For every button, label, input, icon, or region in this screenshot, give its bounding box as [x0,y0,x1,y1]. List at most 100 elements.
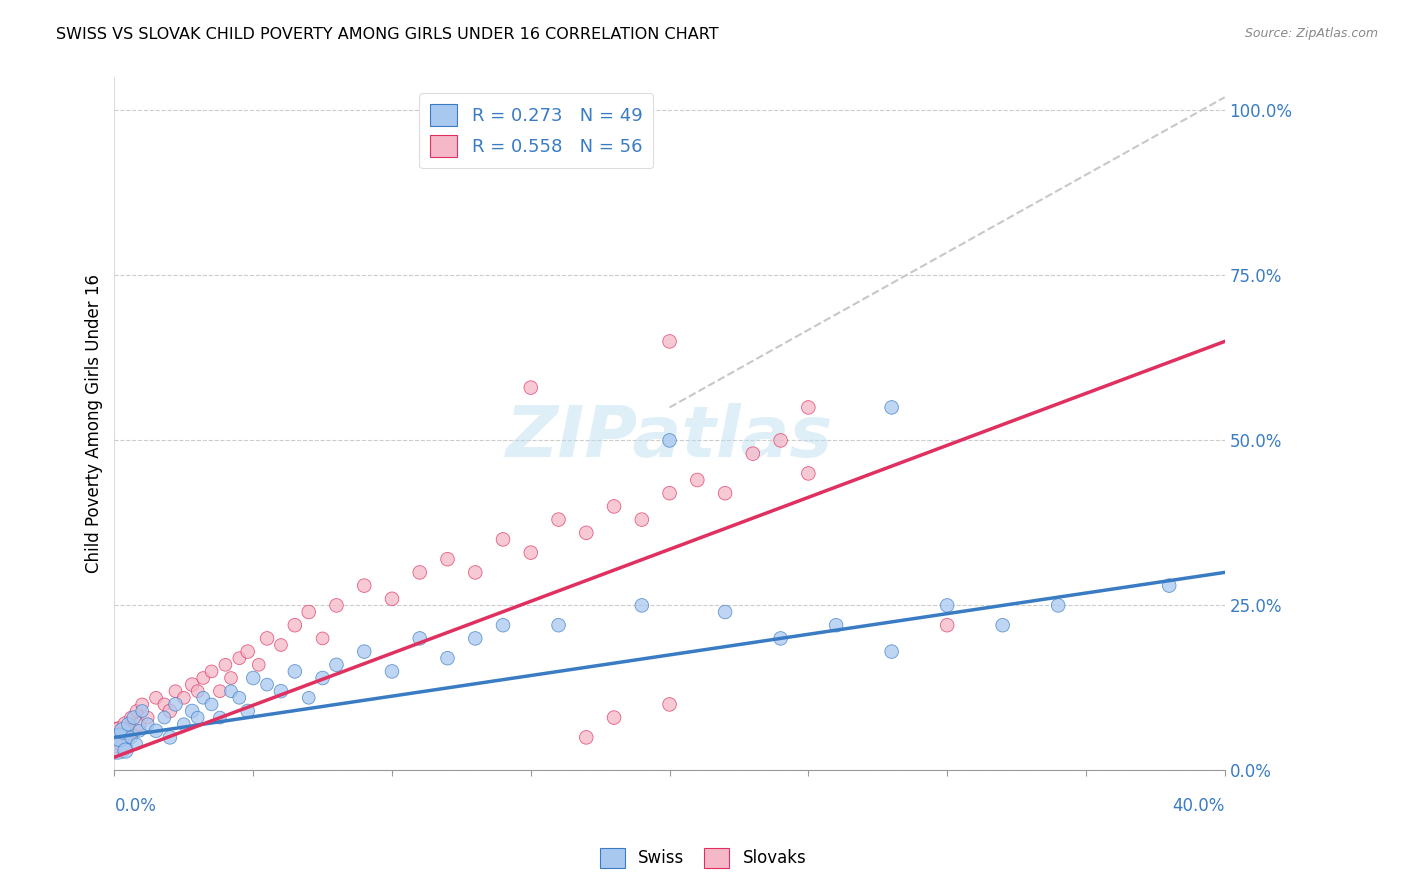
Point [145,690,167,705]
Point [880,644,903,658]
Point [208,684,231,698]
Text: Source: ZipAtlas.com: Source: ZipAtlas.com [1244,27,1378,40]
Point [136,710,159,724]
Point [311,671,333,685]
Point [575,525,598,540]
Point [228,651,250,665]
Point [108,731,131,745]
Point [111,737,134,751]
Point [353,579,375,593]
Point [409,566,432,580]
Point [242,671,264,685]
Point [381,591,404,606]
Point [464,632,486,646]
Point [825,618,848,632]
Point [122,710,145,724]
Point [120,710,142,724]
Point [159,731,181,745]
Point [492,618,515,632]
Point [256,677,278,691]
Point [181,677,204,691]
Point [797,467,820,481]
Point [187,710,209,724]
Point [1159,579,1181,593]
Point [270,638,292,652]
Point [436,651,458,665]
Point [208,710,231,724]
Legend: R = 0.273   N = 49, R = 0.558   N = 56: R = 0.273 N = 49, R = 0.558 N = 56 [419,94,654,169]
Point [219,684,242,698]
Point [520,546,543,560]
Point [200,665,222,679]
Point [117,731,139,745]
Point [131,704,153,718]
Point [797,401,820,415]
Point [714,605,737,619]
Point [105,731,128,745]
Point [575,731,598,745]
Point [219,671,242,685]
Point [165,698,187,712]
Point [108,723,131,738]
Text: 0.0%: 0.0% [114,797,156,814]
Point [936,618,959,632]
Point [200,698,222,712]
Point [353,644,375,658]
Point [520,381,543,395]
Point [603,710,626,724]
Point [236,644,259,658]
Point [120,731,142,745]
Point [325,599,347,613]
Point [325,657,347,672]
Point [236,704,259,718]
Point [181,704,204,718]
Point [111,723,134,738]
Point [114,717,136,731]
Point [284,618,307,632]
Point [547,513,569,527]
Point [630,513,652,527]
Point [741,447,763,461]
Point [159,704,181,718]
Point [658,486,681,500]
Point [165,684,187,698]
Text: ZIPatlas: ZIPatlas [506,403,834,472]
Point [131,698,153,712]
Point [270,684,292,698]
Point [122,723,145,738]
Text: 40.0%: 40.0% [1173,797,1225,814]
Point [153,710,176,724]
Point [128,723,150,738]
Point [658,698,681,712]
Point [256,632,278,646]
Point [193,671,215,685]
Point [173,690,195,705]
Point [991,618,1014,632]
Y-axis label: Child Poverty Among Girls Under 16: Child Poverty Among Girls Under 16 [86,275,103,574]
Point [247,657,270,672]
Point [114,743,136,757]
Point [136,717,159,731]
Point [153,698,176,712]
Point [769,434,792,448]
Point [228,690,250,705]
Point [436,552,458,566]
Point [298,605,321,619]
Point [187,684,209,698]
Point [880,401,903,415]
Point [714,486,737,500]
Point [686,473,709,487]
Point [769,632,792,646]
Point [105,737,128,751]
Point [284,665,307,679]
Point [936,599,959,613]
Point [492,533,515,547]
Point [1047,599,1070,613]
Point [214,657,236,672]
Point [409,632,432,646]
Point [464,566,486,580]
Point [125,704,148,718]
Text: SWISS VS SLOVAK CHILD POVERTY AMONG GIRLS UNDER 16 CORRELATION CHART: SWISS VS SLOVAK CHILD POVERTY AMONG GIRL… [56,27,718,42]
Point [117,717,139,731]
Legend: Swiss, Slovaks: Swiss, Slovaks [593,841,813,875]
